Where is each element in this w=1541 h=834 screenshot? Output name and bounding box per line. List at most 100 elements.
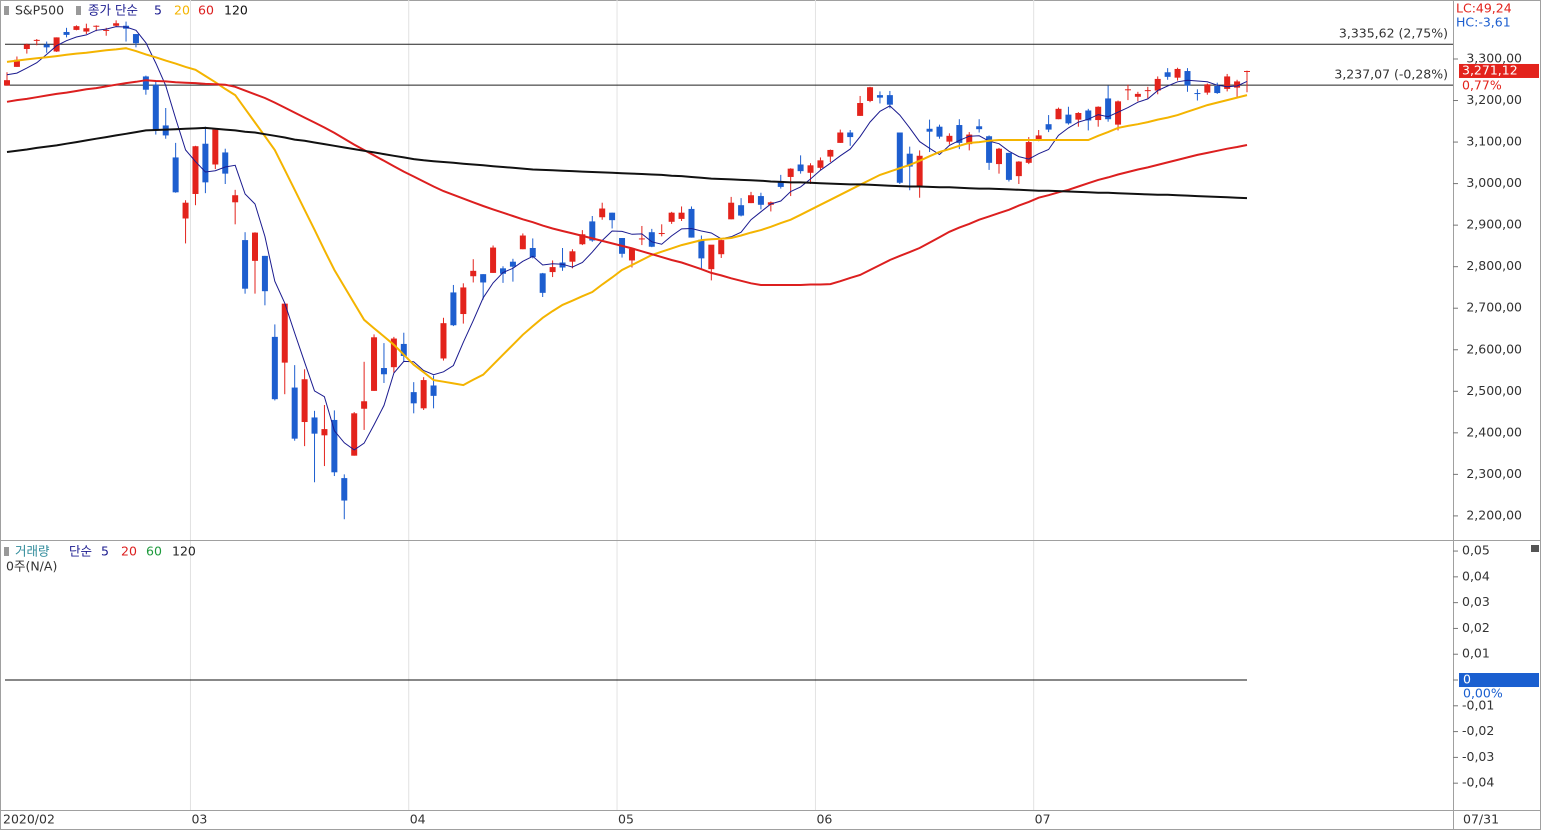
candle-body (1154, 78, 1161, 91)
candle-body (261, 255, 268, 292)
change-label: 0,77% (1462, 77, 1502, 92)
candle-body (490, 247, 497, 273)
candle-body (410, 392, 417, 404)
legend-entry: 60 (198, 3, 214, 18)
candle-body (1015, 161, 1022, 177)
candle-body (450, 292, 457, 326)
y-tick-label: 3,300,00 (1466, 50, 1522, 65)
candle-body (470, 270, 477, 277)
candle-body (420, 380, 427, 409)
candle-body (1224, 76, 1231, 89)
candle-body (1065, 114, 1072, 124)
candle-body (698, 239, 705, 259)
zero-pct: 0,00% (1463, 686, 1503, 701)
candle-body (579, 234, 586, 245)
candle-body (936, 126, 943, 137)
candle-body (638, 238, 645, 240)
candle-body (1025, 142, 1032, 163)
y-tick-label: 3,100,00 (1466, 134, 1522, 149)
candle-body (152, 84, 159, 131)
candle-body (192, 146, 199, 194)
candle-body (876, 95, 883, 98)
candle-body (301, 379, 308, 423)
x-end-label: 07/31 (1463, 812, 1499, 827)
candle-body (539, 273, 546, 293)
candle-body (13, 59, 20, 67)
candle-body (172, 157, 179, 193)
candle-body (648, 232, 655, 247)
candle-body (956, 125, 963, 143)
candle-body (1244, 70, 1250, 72)
y-tick-label: 2,500,00 (1466, 383, 1522, 398)
y-tick-label: 0,05 (1462, 543, 1490, 558)
candle-body (341, 478, 348, 501)
panel-button[interactable] (1531, 545, 1539, 552)
candle-body (857, 103, 864, 116)
candle-body (757, 196, 764, 205)
y-tick-label: 3,000,00 (1466, 175, 1522, 190)
candle-body (1085, 110, 1092, 121)
y-tick-label: -0,03 (1462, 749, 1494, 764)
y-tick-label: 0 (1463, 672, 1471, 687)
y-tick-label: 0,01 (1462, 646, 1490, 661)
legend-icon (4, 547, 9, 556)
candle-body (1095, 106, 1102, 121)
legend-entry: 120 (224, 3, 248, 18)
x-tick-label: 07 (1035, 812, 1051, 827)
candle-body (519, 235, 526, 250)
candle-body (4, 80, 10, 86)
legend-entry: 20 (121, 544, 137, 559)
candle-body (599, 208, 606, 218)
x-tick-label: 06 (816, 812, 832, 827)
candle-body (559, 262, 566, 268)
candle-body (1194, 93, 1201, 95)
candle-body (232, 195, 239, 203)
candle-body (380, 368, 387, 375)
candle-body (688, 208, 695, 238)
candle-body (182, 202, 189, 219)
y-tick-label: 0,04 (1462, 568, 1490, 583)
candle-body (886, 95, 893, 105)
candle-body (529, 247, 536, 258)
legend-entry: 5 (101, 544, 109, 559)
candle-body (311, 417, 318, 434)
hc-label: HC:-3,61 (1456, 15, 1511, 30)
reference-label: 3,237,07 (-0,28%) (1334, 67, 1448, 82)
candle-body (926, 128, 933, 132)
candle-body (678, 212, 685, 219)
candle-body (1234, 81, 1241, 88)
x-tick-label: 04 (410, 812, 426, 827)
candle-body (43, 44, 50, 48)
legend-entry: 20 (174, 3, 190, 18)
candle-body (946, 135, 953, 142)
candle-body (609, 212, 616, 221)
candle-body (787, 168, 794, 177)
candle-body (906, 153, 913, 167)
candle-body (212, 129, 219, 165)
candle-body (103, 29, 110, 31)
candle-body (549, 267, 556, 273)
candle-body (867, 87, 874, 101)
candle-body (1124, 89, 1131, 91)
candle-body (1214, 85, 1221, 94)
legend-icon (4, 6, 9, 15)
candle-body (430, 385, 437, 396)
candle-body (668, 212, 675, 222)
candle-body (132, 34, 139, 44)
candle-body (1075, 112, 1082, 120)
candle-body (986, 136, 993, 163)
y-tick-label: 2,900,00 (1466, 217, 1522, 232)
candle-body (817, 160, 824, 168)
candle-body (361, 401, 368, 409)
zero-box (1459, 673, 1539, 688)
y-tick-label: 0,03 (1462, 594, 1490, 609)
candle-body (1184, 71, 1191, 86)
legend-entry: 120 (172, 544, 196, 559)
plot (4, 20, 1453, 681)
y-tick-label: 3,200,00 (1466, 92, 1522, 107)
y-tick-label: 2,300,00 (1466, 466, 1522, 481)
candle-body (480, 274, 487, 283)
candle-body (53, 37, 60, 52)
candle-body (331, 419, 338, 473)
candle-body (1144, 90, 1151, 92)
